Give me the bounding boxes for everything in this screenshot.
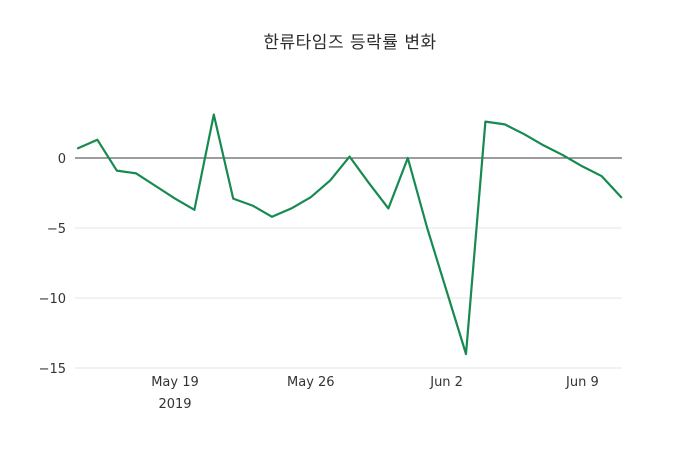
x-tick-label: May 26 [287, 375, 335, 390]
x-tick-label: Jun 2 [429, 375, 463, 390]
y-tick-label: −15 [39, 362, 66, 377]
x-tick-label: Jun 9 [565, 375, 599, 390]
y-tick-label: −10 [39, 292, 66, 307]
x-tick-year-label: 2019 [158, 397, 191, 412]
y-tick-label: 0 [58, 152, 66, 167]
y-tick-label: −5 [47, 222, 66, 237]
x-tick-label: May 19 [151, 375, 199, 390]
price-line [76, 113, 623, 356]
chart-title: 한류타임즈 등락률 변화 [263, 33, 437, 53]
